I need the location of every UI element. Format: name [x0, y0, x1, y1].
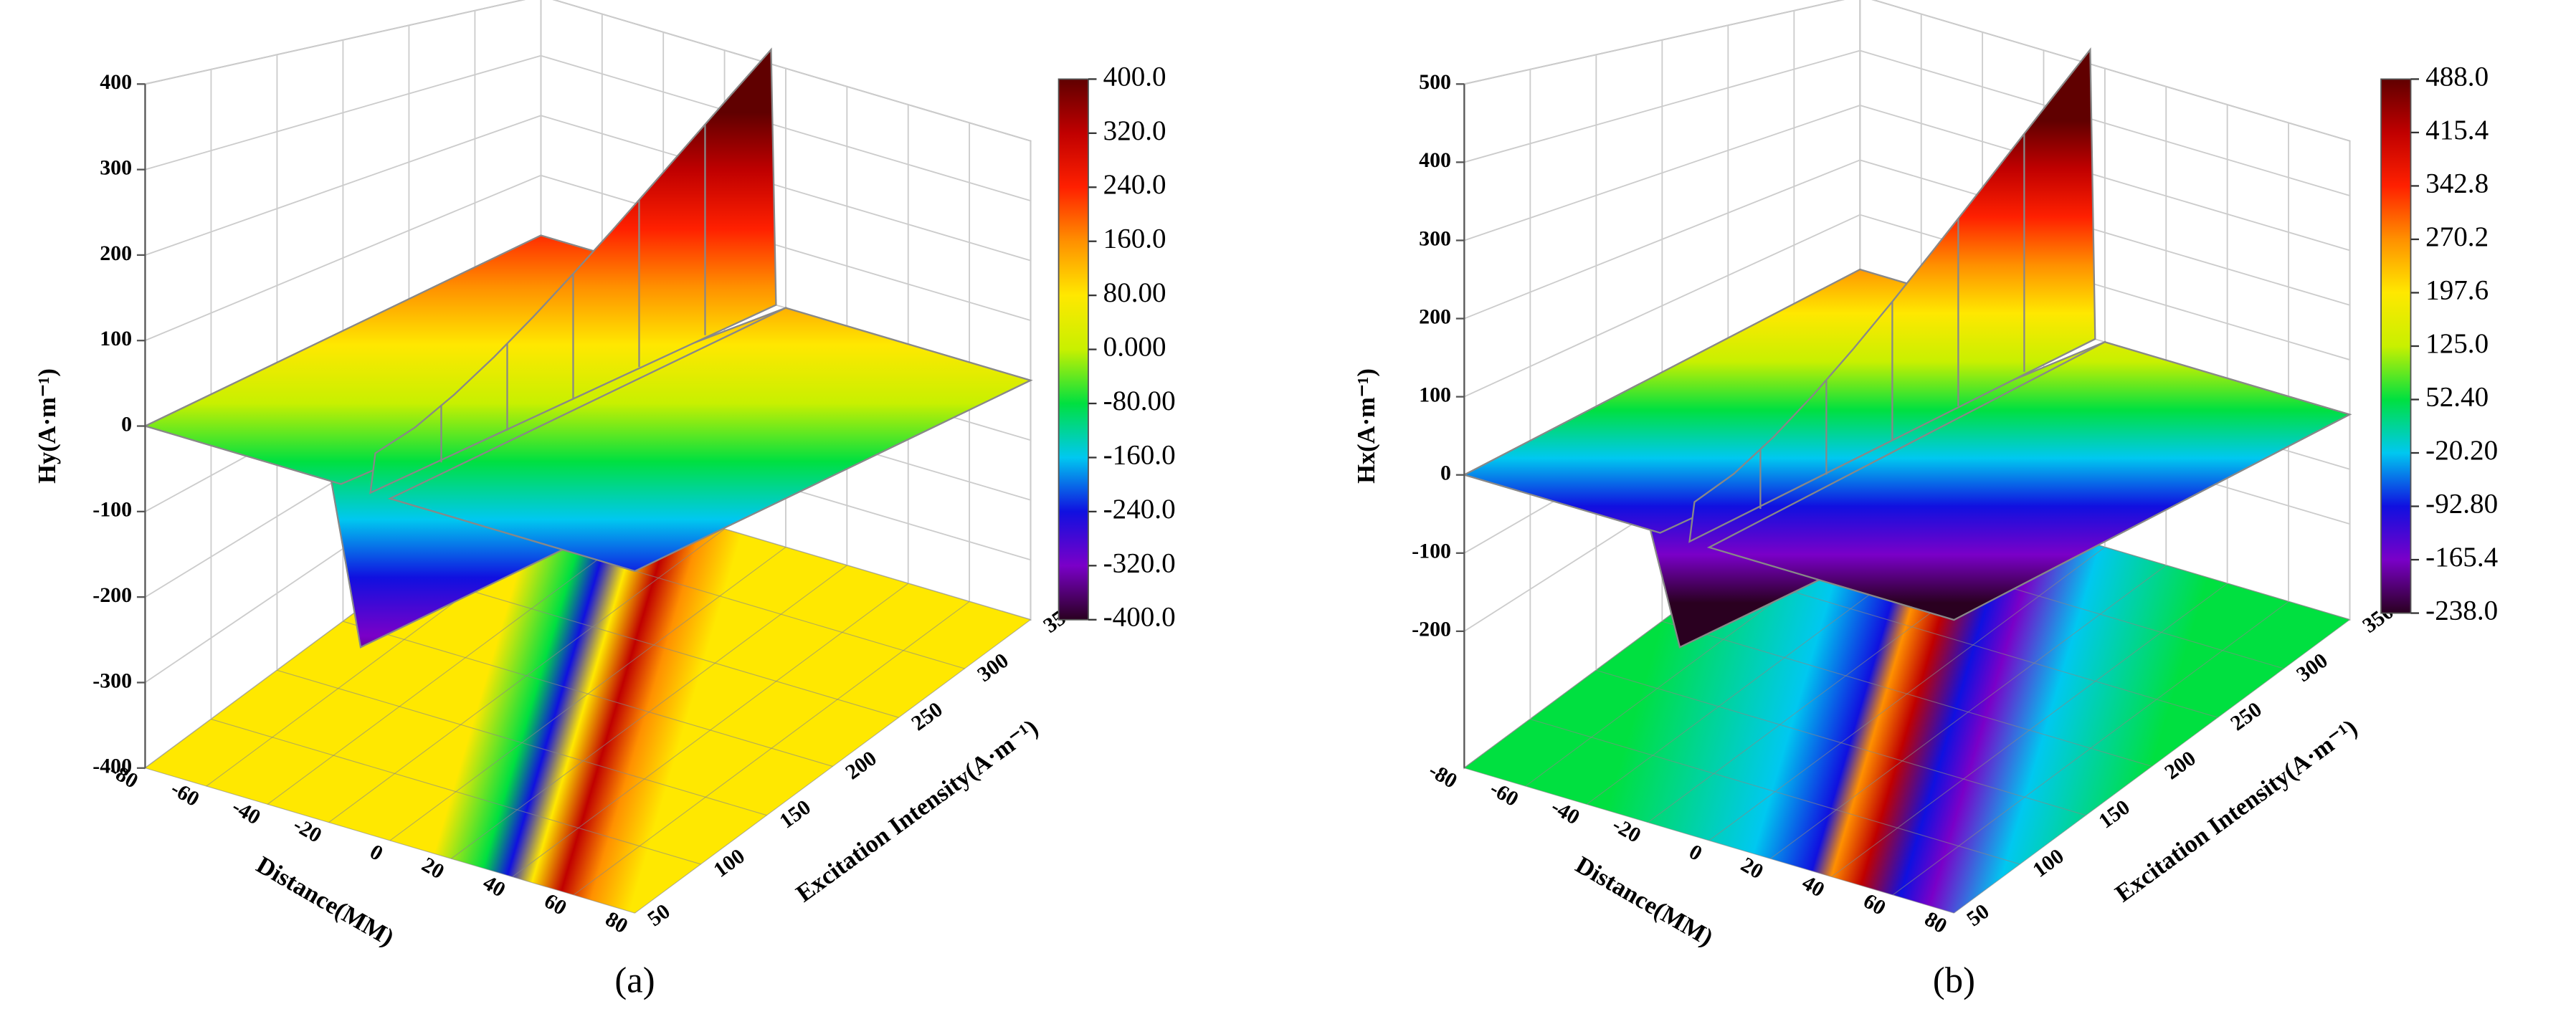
colorbar-tick-label: 160.0 — [1103, 224, 1166, 254]
z-tick-label: 400 — [100, 70, 132, 94]
colorbar-tick-label: 400.0 — [1103, 61, 1166, 92]
colorbar-tick-label: 197.6 — [2425, 274, 2489, 305]
colorbar-tick-label: 240.0 — [1103, 169, 1166, 200]
x-tick-label: 0 — [366, 840, 386, 866]
colorbar-tick-label: -240.0 — [1103, 494, 1176, 525]
z-axis-title: Hx(A·m⁻¹) — [1353, 368, 1380, 484]
z-tick-label: 200 — [1419, 305, 1451, 328]
colorbar-tick-label: 52.40 — [2425, 381, 2489, 412]
panel-label: (a) — [614, 960, 655, 1000]
colorbar-tick-label: -92.80 — [2425, 488, 2498, 519]
colorbar-tick-label: 415.4 — [2425, 115, 2489, 145]
floor-grid — [1662, 621, 2152, 767]
floor-grid — [1464, 767, 1954, 914]
surface — [1706, 340, 2352, 621]
x-tick-label: 40 — [479, 871, 509, 902]
z-tick-label: -200 — [92, 583, 132, 607]
z-tick-label: 500 — [1419, 70, 1451, 94]
colorbar-tick-label: -238.0 — [2425, 596, 2498, 626]
floor-grid — [1596, 669, 2086, 816]
colorbar-tick-label: -165.4 — [2425, 542, 2498, 573]
floor-grid — [409, 572, 899, 718]
floor-grid — [277, 669, 767, 816]
x-tick-label: 20 — [418, 853, 448, 884]
x-axis-title: Distance(MM) — [1571, 851, 1718, 952]
floor-grid — [1530, 718, 2020, 865]
x-tick-label: 60 — [1859, 889, 1889, 920]
panel: -400-300-200-1000100200300400-80-60-40-2… — [34, 0, 1176, 1000]
surface — [387, 307, 1033, 573]
x-tick-label: 80 — [1921, 907, 1951, 939]
z-tick-label: 0 — [1440, 462, 1451, 485]
z-tick-label: 200 — [100, 242, 132, 265]
colorbar-tick-label: -160.0 — [1103, 439, 1176, 470]
colorbar-tick-label: -320.0 — [1103, 547, 1176, 578]
floor-grid — [343, 621, 833, 767]
y-tick-label: 50 — [1962, 899, 1994, 931]
z-tick-label: -100 — [92, 498, 132, 522]
x-tick-label: -80 — [1425, 758, 1461, 793]
colorbar-tick-label: 320.0 — [1103, 115, 1166, 146]
x-tick-label: 0 — [1685, 840, 1706, 866]
colorbar-tick-label: -400.0 — [1103, 602, 1176, 633]
colorbar — [2380, 78, 2412, 614]
surface — [369, 47, 777, 494]
panel-label: (b) — [1933, 960, 1975, 1000]
z-tick-label: 300 — [1419, 226, 1451, 250]
colorbar-tick-label: 342.8 — [2425, 168, 2489, 199]
x-tick-label: 20 — [1737, 853, 1767, 884]
colorbar-tick-label: 125.0 — [2425, 328, 2489, 359]
x-tick-label: 60 — [541, 889, 571, 920]
x-tick-label: 80 — [602, 907, 632, 939]
z-tick-label: 300 — [100, 156, 132, 179]
floor-grid — [211, 718, 701, 865]
colorbar-tick-label: 0.000 — [1103, 332, 1166, 363]
z-tick-label: 100 — [1419, 383, 1451, 406]
colorbar — [1058, 78, 1089, 621]
z-tick-label: -300 — [92, 669, 132, 692]
z-tick-label: -100 — [1412, 540, 1451, 563]
colorbar-tick-label: 488.0 — [2425, 61, 2489, 92]
z-tick-label: -200 — [1412, 618, 1451, 641]
x-axis-title: Distance(MM) — [252, 851, 399, 952]
z-tick-label: -400 — [92, 755, 132, 778]
x-tick-label: 40 — [1798, 871, 1828, 902]
z-tick-label: 0 — [121, 412, 132, 436]
z-tick-label: 400 — [1419, 148, 1451, 172]
floor-grid — [1728, 572, 2218, 718]
colorbar-tick-label: -80.00 — [1103, 386, 1176, 416]
z-tick-label: 100 — [100, 327, 132, 350]
colorbar-tick-label: 80.00 — [1103, 277, 1166, 308]
surface — [1688, 47, 2096, 543]
colorbar-tick-label: 270.2 — [2425, 221, 2489, 252]
colorbar-tick-label: -20.20 — [2425, 435, 2498, 466]
y-tick-label: 50 — [643, 899, 675, 931]
z-axis-title: Hy(A·m⁻¹) — [34, 368, 61, 484]
floor-grid — [145, 767, 635, 914]
